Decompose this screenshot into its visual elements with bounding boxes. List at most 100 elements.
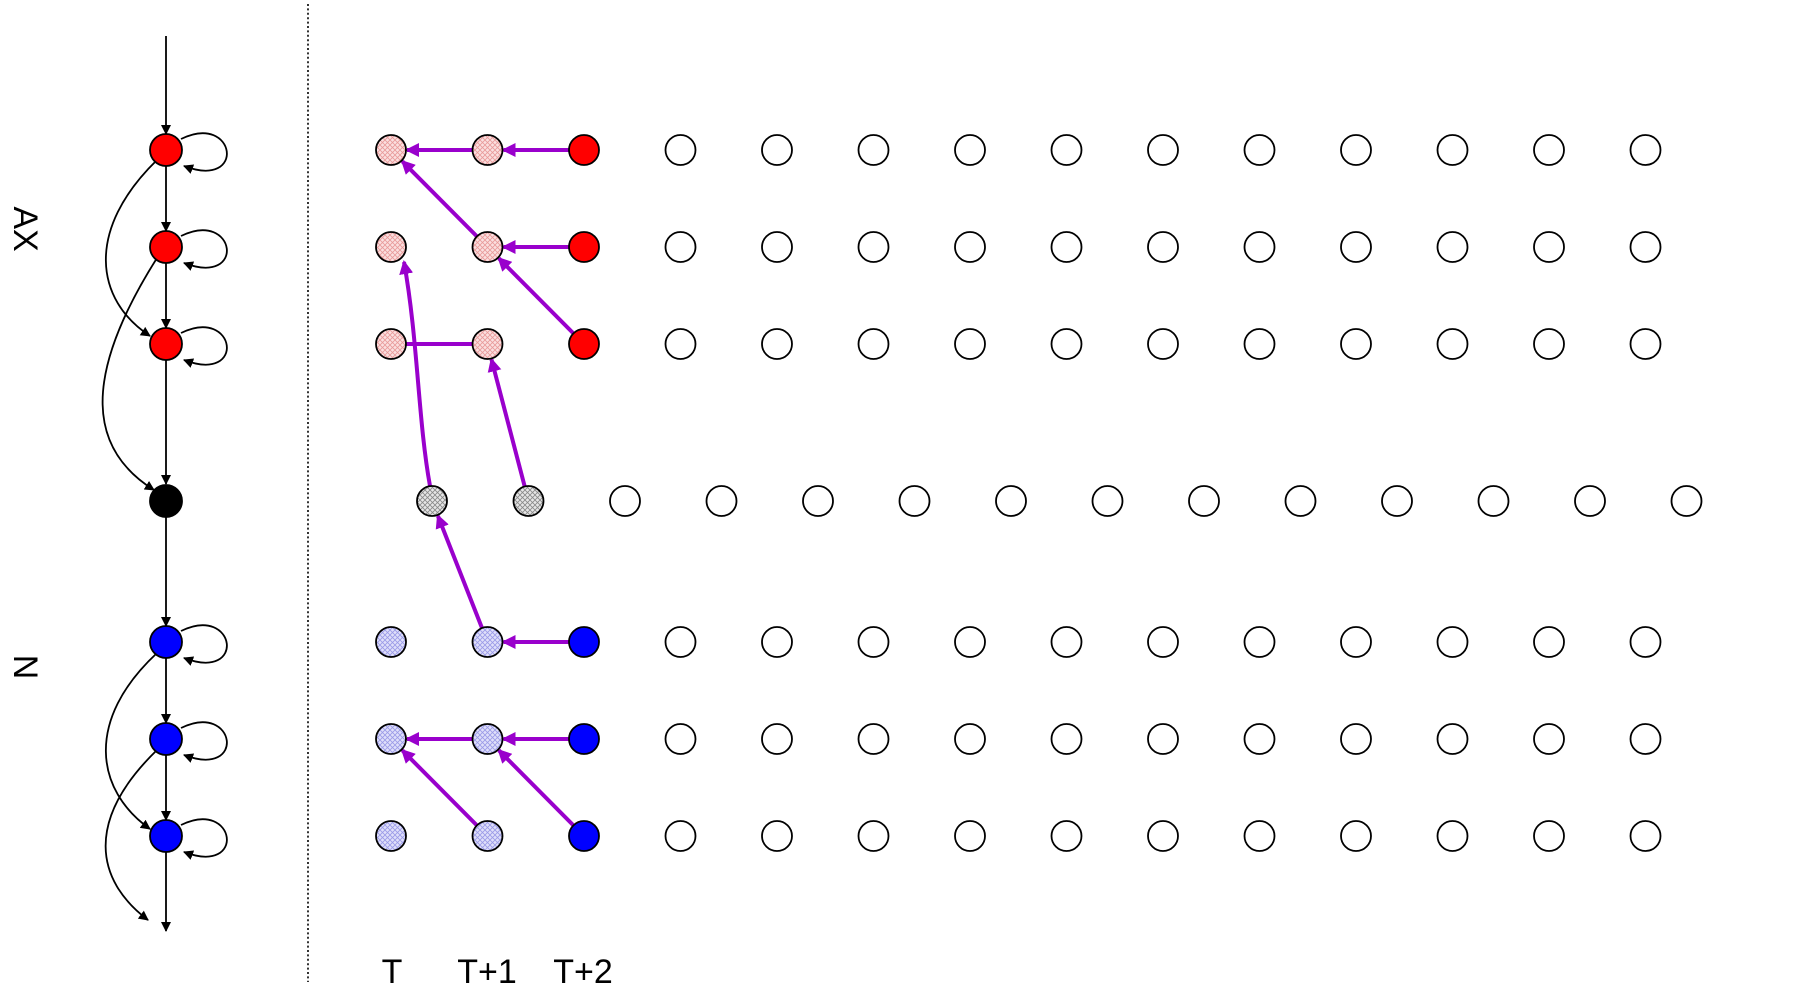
empty-node (1629, 723, 1662, 755)
state-machine (101, 36, 228, 932)
empty-node (761, 723, 793, 755)
empty-node (1436, 626, 1469, 658)
empty-node (1147, 134, 1179, 166)
n-visited-node (375, 820, 407, 852)
n-current-node (568, 626, 600, 658)
empty-node (1243, 626, 1276, 658)
empty-node (1243, 231, 1276, 263)
empty-node (609, 485, 641, 517)
ax-state-node (149, 327, 183, 361)
n-visited-node (471, 820, 504, 852)
empty-node (857, 231, 890, 263)
empty-node (1243, 134, 1276, 166)
backtrack-arrow (487, 357, 527, 488)
empty-node (1670, 485, 1703, 517)
empty-node (1436, 231, 1469, 263)
empty-node (1381, 485, 1413, 517)
empty-node (1533, 231, 1565, 263)
empty-node (1147, 723, 1179, 755)
empty-node (1629, 820, 1662, 852)
empty-node (898, 485, 931, 517)
empty-node (1091, 485, 1124, 517)
self-loop (180, 326, 228, 368)
self-loop (180, 229, 228, 271)
time-label-t2: T+2 (553, 953, 613, 987)
junction-visited-node (416, 485, 448, 517)
empty-node (1243, 328, 1276, 360)
empty-node (954, 231, 986, 263)
empty-node (761, 231, 793, 263)
time-label-t: T (382, 953, 403, 987)
ax-current-node (568, 231, 600, 263)
empty-node (857, 723, 890, 755)
state-nodes (149, 133, 183, 853)
skip-arc (104, 159, 158, 337)
empty-node (954, 134, 986, 166)
empty-node (954, 723, 986, 755)
empty-node (1147, 328, 1179, 360)
ax-state-node (149, 133, 183, 167)
ax-visited-node (375, 134, 407, 166)
empty-node (1188, 485, 1220, 517)
n-visited-node (375, 723, 407, 755)
empty-node (857, 134, 890, 166)
empty-node (664, 231, 697, 263)
backtrack-arrow (497, 256, 575, 335)
backtrack-arrow (435, 514, 484, 629)
empty-node (1050, 328, 1083, 360)
empty-node (1050, 626, 1083, 658)
empty-node (1147, 626, 1179, 658)
empty-node (761, 626, 793, 658)
empty-node (705, 485, 738, 517)
backtrack-arrow (400, 748, 479, 827)
empty-node (1629, 328, 1662, 360)
n-state-node (149, 819, 183, 853)
empty-node (1436, 723, 1469, 755)
empty-node (761, 820, 793, 852)
empty-node (1436, 820, 1469, 852)
empty-node (1340, 820, 1372, 852)
ax-visited-node (375, 328, 407, 360)
empty-node (857, 328, 890, 360)
empty-node (1243, 723, 1276, 755)
skip-arc (104, 652, 158, 830)
n-visited-node (471, 723, 504, 755)
ax-visited-node (471, 134, 504, 166)
junction-visited-node (512, 485, 545, 517)
empty-node (1340, 723, 1372, 755)
empty-node (954, 328, 986, 360)
empty-node (1436, 134, 1469, 166)
empty-node (802, 485, 834, 517)
empty-node (1533, 328, 1565, 360)
self-loop (180, 721, 228, 763)
empty-node (1533, 820, 1565, 852)
backtrack-arrow (497, 748, 575, 827)
empty-node (1050, 723, 1083, 755)
time-label-t1: T+1 (457, 953, 517, 987)
backtrack-arrow (399, 260, 432, 487)
empty-node (664, 328, 697, 360)
empty-node (1050, 134, 1083, 166)
skip-arc (101, 257, 158, 491)
empty-node (1340, 626, 1372, 658)
empty-node (1574, 485, 1606, 517)
empty-node (761, 328, 793, 360)
empty-node (1477, 485, 1510, 517)
empty-node (954, 626, 986, 658)
trellis-nodes (375, 134, 1703, 852)
ax-state-node (149, 230, 183, 264)
empty-node (857, 626, 890, 658)
empty-node (761, 134, 793, 166)
empty-node (1533, 626, 1565, 658)
empty-node (1147, 231, 1179, 263)
ax-group-label: AX (6, 206, 44, 251)
ax-visited-node (471, 231, 504, 263)
n-group-label: N (6, 655, 44, 680)
junction-node (149, 484, 183, 518)
empty-node (954, 820, 986, 852)
n-current-node (568, 723, 600, 755)
ax-current-node (568, 134, 600, 166)
empty-node (1340, 231, 1372, 263)
n-visited-node (471, 626, 504, 658)
empty-node (1533, 134, 1565, 166)
